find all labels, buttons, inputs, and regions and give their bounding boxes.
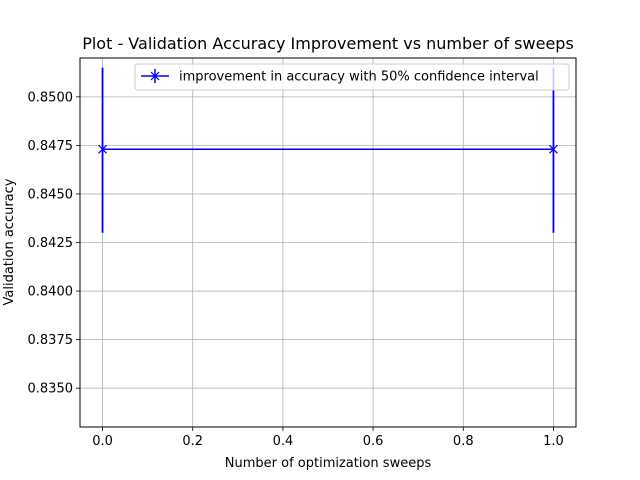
x-tick-label: 1.0 xyxy=(543,434,564,449)
x-axis: 0.0 0.2 0.4 0.6 0.8 1.0 xyxy=(92,427,564,449)
y-tick-label: 0.8375 xyxy=(28,333,74,348)
legend: improvement in accuracy with 50% confide… xyxy=(134,63,570,91)
y-tick-label: 0.8425 xyxy=(28,236,74,251)
y-axis-label: Validation accuracy xyxy=(2,178,17,305)
series-layer xyxy=(98,67,558,233)
data-point xyxy=(549,144,558,154)
y-tick-label: 0.8400 xyxy=(28,285,74,300)
x-tick-label: 0.8 xyxy=(453,434,474,449)
legend-box xyxy=(134,63,570,91)
grid xyxy=(80,58,576,427)
y-tick-label: 0.8475 xyxy=(28,139,74,154)
y-tick-label: 0.8350 xyxy=(28,382,74,397)
legend-entries: improvement in accuracy with 50% confide… xyxy=(141,69,539,85)
y-tick-label: 0.8450 xyxy=(28,187,74,202)
legend-label: improvement in accuracy with 50% confide… xyxy=(179,70,539,85)
x-tick-label: 0.6 xyxy=(363,434,384,449)
chart-title: Plot - Validation Accuracy Improvement v… xyxy=(82,34,574,53)
y-axis: 0.8350 0.8375 0.8400 0.8425 0.8450 0.8475 0.85… xyxy=(28,90,80,397)
x-tick-label: 0.0 xyxy=(92,434,113,449)
y-tick-label: 0.8500 xyxy=(28,90,74,105)
x-axis-label: Number of optimization sweeps xyxy=(225,456,432,471)
legend-marker xyxy=(150,71,160,81)
x-tick-label: 0.4 xyxy=(273,434,294,449)
x-tick-label: 0.2 xyxy=(182,434,203,449)
data-point xyxy=(98,144,107,154)
